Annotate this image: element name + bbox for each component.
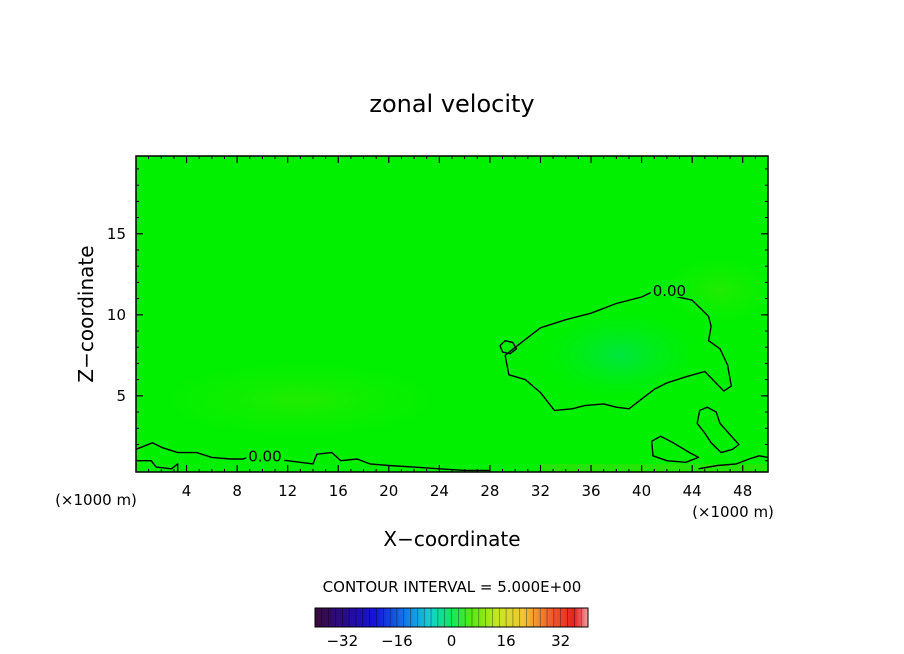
y-tick-label: 10 — [107, 306, 126, 324]
y-tick-label: 15 — [107, 225, 126, 243]
x-axis-label: X−coordinate — [383, 527, 520, 551]
surface-velocity-band — [540, 464, 768, 472]
positive-velocity-region-right — [660, 255, 768, 325]
colorbar-tick-label: 16 — [497, 632, 516, 650]
x-tick-label: 28 — [480, 482, 499, 500]
chart-title: zonal velocity — [369, 90, 534, 118]
x-tick-label: 36 — [581, 482, 600, 500]
contour-interval-label: CONTOUR INTERVAL = 5.000E+00 — [323, 578, 582, 596]
lower-right-zero-contour — [696, 406, 740, 454]
contour-label: 0.00 — [653, 282, 686, 300]
x-tick-label: 32 — [531, 482, 550, 500]
x-tick-label: 12 — [278, 482, 297, 500]
lower-right-zero-contour-2 — [651, 435, 700, 463]
contour-label-gap — [246, 448, 285, 463]
colorbar-tick-label: 32 — [551, 632, 570, 650]
x-unit-right: (×1000 m) — [692, 503, 774, 521]
main-zero-contour — [504, 291, 732, 412]
x-tick-label: 44 — [683, 482, 702, 500]
positive-velocity-region — [150, 360, 450, 440]
y-axis: 5 10 15 — [107, 168, 768, 462]
x-tick-label: 4 — [182, 482, 192, 500]
colorbar-tick-label: −16 — [381, 632, 413, 650]
x-tick-label: 40 — [632, 482, 651, 500]
colorbar-frame — [314, 607, 589, 628]
plot-area: 0.00 0.00 — [136, 156, 768, 472]
contour-label: 0.00 — [248, 447, 281, 465]
bottom-right-zero-contour — [698, 455, 768, 470]
bottom-left-zero-contour — [137, 460, 179, 472]
contour-label-gap — [650, 283, 689, 298]
y-tick-label: 5 — [116, 387, 126, 405]
y-axis-label: Z−coordinate — [74, 245, 98, 382]
negative-velocity-region — [540, 310, 700, 400]
colorbar-tick-label: 0 — [447, 632, 457, 650]
x-tick-label: 20 — [379, 482, 398, 500]
small-zero-contour — [499, 340, 518, 355]
colorbar: −32 −16 0 16 32 — [314, 607, 589, 650]
colorbar-tick-label: −32 — [326, 632, 358, 650]
x-tick-label: 16 — [329, 482, 348, 500]
x-tick-label: 48 — [733, 482, 752, 500]
x-axis: 4 8 12 16 20 24 28 32 36 40 44 48 — [148, 156, 756, 500]
x-tick-label: 24 — [430, 482, 449, 500]
x-tick-label: 8 — [232, 482, 242, 500]
bottom-zero-contour — [136, 442, 490, 472]
x-unit-left: (×1000 m) — [55, 491, 137, 509]
